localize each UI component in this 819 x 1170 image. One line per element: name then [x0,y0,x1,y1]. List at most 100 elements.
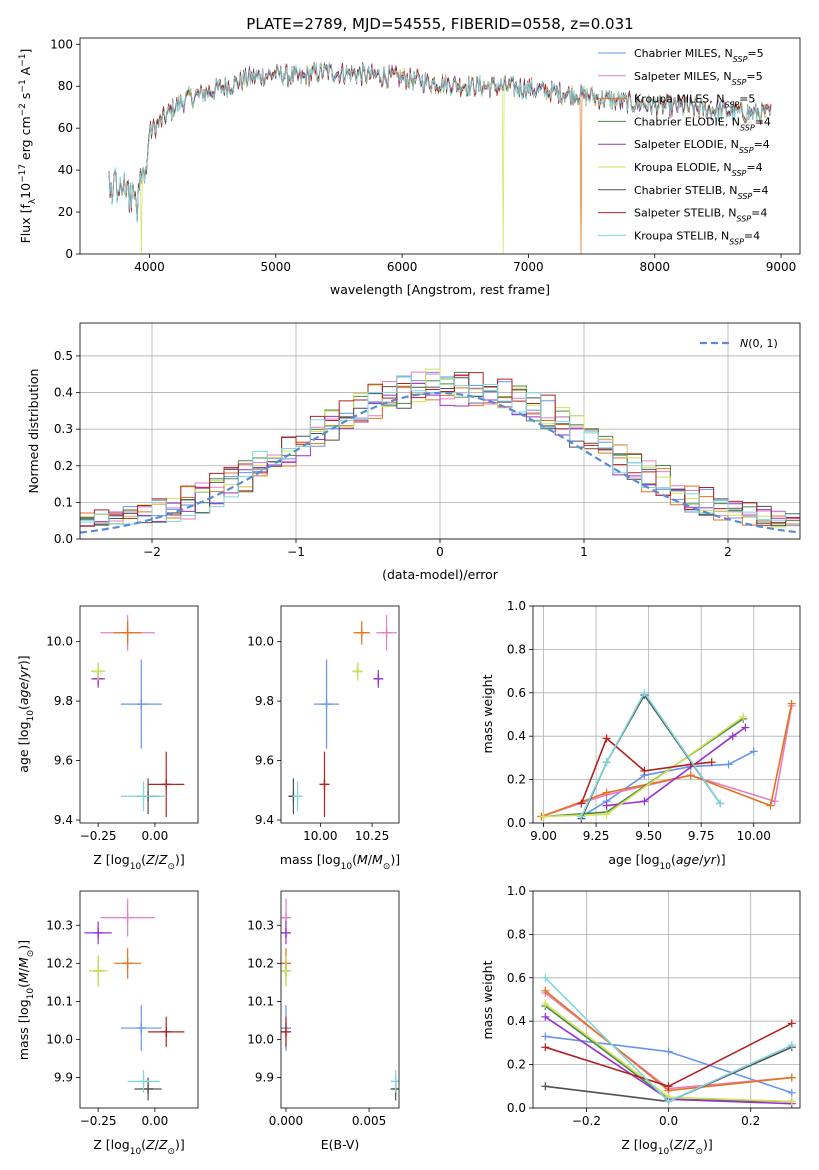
y-tick-label: 10.0 [46,1032,73,1046]
x-tick-label: 0.000 [269,1114,303,1128]
plot-area [91,614,185,818]
x-tick-label: 10.25 [355,829,389,843]
y-tick-label: 1.0 [507,884,526,898]
y-tick-label: 1.0 [507,599,526,613]
y-tick-label: 100 [50,37,73,51]
panel-spectrum: 4000 5000 6000 7000 8000 9000 0 20 40 60 80 100 wave… [18,37,801,297]
axes-frame [79,605,199,824]
x-tick-label: 8000 [639,260,670,274]
panel-age-vs-Z: −0.25 0.00 9.4 9.6 9.8 10.0 Z [log10(Z/Z⊙)] age… [16,605,199,872]
x-axis-label: Z [log10(Z/Z⊙)] [621,1137,713,1157]
legend-entry: Chabrier MILES, NSSP=5 [634,47,764,64]
y-tick-label: 0.4 [507,1014,526,1028]
x-tick-label: 0.2 [741,1114,760,1128]
x-axis-label: (data-model)/error [382,567,499,582]
y-tick-label: 10.0 [247,1032,274,1046]
y-tick-label: 9.8 [54,694,73,708]
y-axis-label: mass [log10(M/M⊙)] [16,940,36,1060]
y-tick-label: 0.8 [507,642,526,656]
panel-mass-vs-EBV: 0.000 0.005 9.9 10.0 10.1 10.2 10.3 E(B-V) [247,890,400,1152]
plot-area [108,61,772,254]
x-tick-label: 6000 [387,260,418,274]
plot-area [288,614,397,818]
y-tick-label: 0 [65,247,73,261]
x-axis-label: age [log10(age/yr)] [608,852,725,872]
y-tick-label: 9.4 [54,813,73,827]
axes-frame [79,890,199,1109]
plot-area [84,898,185,1101]
legend-entry: Salpeter STELIB, NSSP=4 [634,207,767,224]
series-line-salpeter-elodie [606,726,746,807]
axes-frame [532,890,801,1109]
y-tick-label: 9.4 [255,813,274,827]
figure-title: PLATE=2789, MJD=54555, FIBERID=0558, z=0… [246,15,633,33]
y-tick-label: 80 [58,79,73,93]
plot-area [541,973,796,1108]
x-tick-label: 0 [436,545,444,559]
legend-entry: Kroupa ELODIE, NSSP=4 [634,161,763,178]
plot-area [80,368,800,534]
y-tick-label: 0.0 [54,532,73,546]
axes-frame [280,605,400,824]
x-tick-label: 0.00 [142,1114,169,1128]
legend-entry: N(0, 1) [740,337,778,350]
x-tick-label: −0.2 [572,1114,601,1128]
x-tick-label: −0.25 [80,1114,117,1128]
normal-curve [80,391,800,534]
y-axis-label: Flux [fλ10−17 erg cm−2 s−1 A−1] [18,49,38,244]
y-tick-label: 10.2 [247,956,274,970]
x-axis-label: Z [log10(Z/Z⊙)] [93,852,185,872]
axes-frame [79,322,801,540]
spectrum-line-kroupa-stelib [108,61,772,223]
legend: Chabrier MILES, NSSP=5 Salpeter MILES, NS… [598,47,771,246]
panel-residuals: −2 −1 0 1 2 0.0 0.1 0.2 0.3 0.4 0.5 (data-model)/er… [26,322,801,582]
y-axis-label: mass weight [480,674,495,753]
y-tick-label: 60 [58,121,73,135]
y-tick-label: 10.0 [247,635,274,649]
y-axis-label: Normed distribution [26,369,41,494]
x-tick-label: 2 [724,545,732,559]
panel-age-vs-mass: 10.00 10.25 9.4 9.6 9.8 10.0 mass [log10(M/M⊙)… [247,605,400,872]
y-tick-label: 10.1 [46,994,73,1008]
hist-salpeter-elodie [80,382,800,527]
legend-entry: Chabrier ELODIE, NSSP=4 [634,115,771,131]
y-tick-label: 9.9 [54,1071,73,1085]
axes-frame [79,37,801,255]
legend-entry: Kroupa MILES, NSSP=5 [634,93,755,110]
hist-kroupa-stelib [80,375,800,525]
y-tick-label: 9.6 [255,754,274,768]
x-axis-label: Z [log10(Z/Z⊙)] [93,1137,185,1157]
x-axis-label: mass [log10(M/M⊙)] [280,852,400,872]
y-tick-label: 0.5 [54,349,73,363]
y-tick-label: 0.4 [54,386,73,400]
y-tick-label: 10.3 [247,918,274,932]
y-tick-label: 9.6 [54,754,73,768]
y-tick-label: 10.2 [46,956,73,970]
y-tick-label: 40 [58,163,73,177]
x-tick-label: 0.005 [352,1114,386,1128]
x-tick-label: 1 [580,545,588,559]
x-tick-label: −2 [143,545,161,559]
y-tick-label: 0.0 [507,816,526,830]
y-tick-label: 0.2 [507,1058,526,1072]
hist-kroupa-elodie [80,368,800,528]
x-tick-label: 10.00 [737,829,771,843]
y-tick-label: 0.4 [507,729,526,743]
x-axis-label: E(B-V) [321,1137,360,1152]
y-tick-label: 0.2 [507,773,526,787]
legend-entry: Kroupa STELIB, NSSP=4 [634,229,760,246]
y-tick-label: 10.1 [247,994,274,1008]
plot-area [281,898,399,1101]
y-tick-label: 10.0 [46,635,73,649]
x-tick-label: 0.0 [659,1114,678,1128]
y-tick-label: 20 [58,205,73,219]
x-tick-label: 0.00 [142,829,169,843]
y-tick-label: 10.3 [46,918,73,932]
y-tick-label: 0.6 [507,686,526,700]
series-line-kroupa-stelib [580,691,721,817]
x-tick-label: 9.75 [688,829,715,843]
panel-weight-vs-age: 9.00 9.25 9.50 9.75 10.00 0.0 0.2 0.4 0.6 0.8 1.0 a… [480,599,801,872]
y-tick-label: 0.8 [507,927,526,941]
x-axis-label: wavelength [Angstrom, rest frame] [330,282,550,297]
